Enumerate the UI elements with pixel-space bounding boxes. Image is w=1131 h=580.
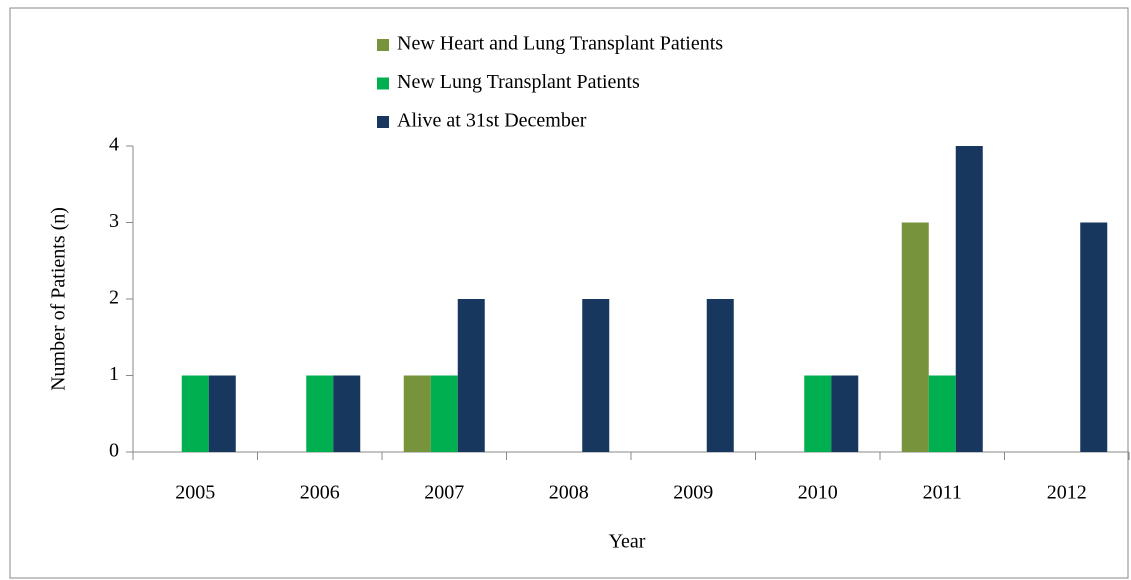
bar bbox=[831, 375, 859, 452]
y-tick-label: 1 bbox=[109, 363, 119, 385]
bar bbox=[403, 375, 431, 452]
bar bbox=[306, 375, 334, 452]
x-tick-label: 2011 bbox=[923, 482, 962, 504]
legend-label: New Heart and Lung Transplant Patients bbox=[397, 33, 723, 55]
x-tick-label: 2008 bbox=[549, 482, 589, 504]
bar bbox=[706, 299, 734, 452]
x-tick-label: 2009 bbox=[673, 482, 713, 504]
bar bbox=[208, 375, 236, 452]
x-tick-label: 2006 bbox=[300, 482, 340, 504]
y-tick-label: 4 bbox=[109, 134, 119, 156]
bar bbox=[457, 299, 485, 452]
x-tick-label: 2010 bbox=[798, 482, 838, 504]
bar bbox=[333, 375, 361, 452]
legend-label: Alive at 31st December bbox=[397, 110, 587, 132]
bar bbox=[955, 146, 983, 452]
bar bbox=[804, 375, 832, 452]
y-tick-label: 0 bbox=[109, 440, 119, 462]
bar bbox=[928, 375, 956, 452]
bar bbox=[430, 375, 458, 452]
y-tick-label: 3 bbox=[109, 210, 119, 232]
legend-swatch bbox=[377, 116, 389, 128]
x-tick-label: 2007 bbox=[424, 482, 464, 504]
x-tick-label: 2005 bbox=[175, 482, 215, 504]
chart-border bbox=[9, 7, 1129, 579]
y-tick-label: 2 bbox=[109, 287, 119, 309]
legend-label: New Lung Transplant Patients bbox=[397, 71, 640, 93]
bar bbox=[181, 375, 209, 452]
legend-swatch bbox=[377, 39, 389, 51]
x-axis-label: Year bbox=[609, 531, 646, 553]
bar bbox=[1080, 222, 1108, 452]
bar bbox=[582, 299, 610, 452]
bar bbox=[901, 222, 929, 452]
y-axis-label: Number of Patients (n) bbox=[48, 207, 70, 391]
x-tick-label: 2012 bbox=[1047, 482, 1087, 504]
legend-swatch bbox=[377, 77, 389, 90]
